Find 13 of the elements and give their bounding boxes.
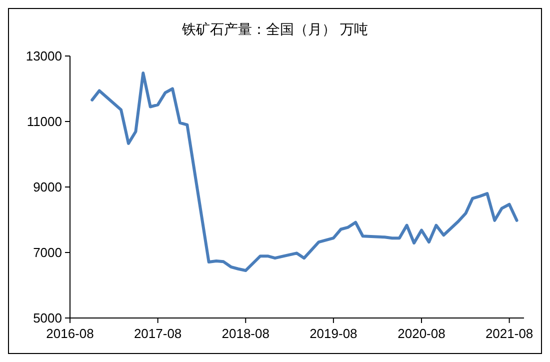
x-tick-label: 2018-08 bbox=[222, 326, 270, 341]
chart-title: 铁矿石产量：全国（月） 万吨 bbox=[180, 22, 368, 38]
y-tick-label: 7000 bbox=[33, 245, 62, 260]
x-tick-label: 2017-08 bbox=[134, 326, 182, 341]
y-tick-label: 11000 bbox=[26, 114, 62, 130]
y-tick-label: 9000 bbox=[33, 180, 62, 195]
y-tick-label: 13000 bbox=[26, 48, 62, 64]
x-tick-label: 2020-08 bbox=[398, 326, 446, 341]
x-tick-label: 2019-08 bbox=[310, 326, 358, 341]
line-series bbox=[90, 72, 518, 272]
x-tick-label: 2016-08 bbox=[46, 326, 94, 341]
y-tick-label: 5000 bbox=[33, 310, 62, 326]
x-tick-label: 2021-08 bbox=[485, 326, 534, 341]
